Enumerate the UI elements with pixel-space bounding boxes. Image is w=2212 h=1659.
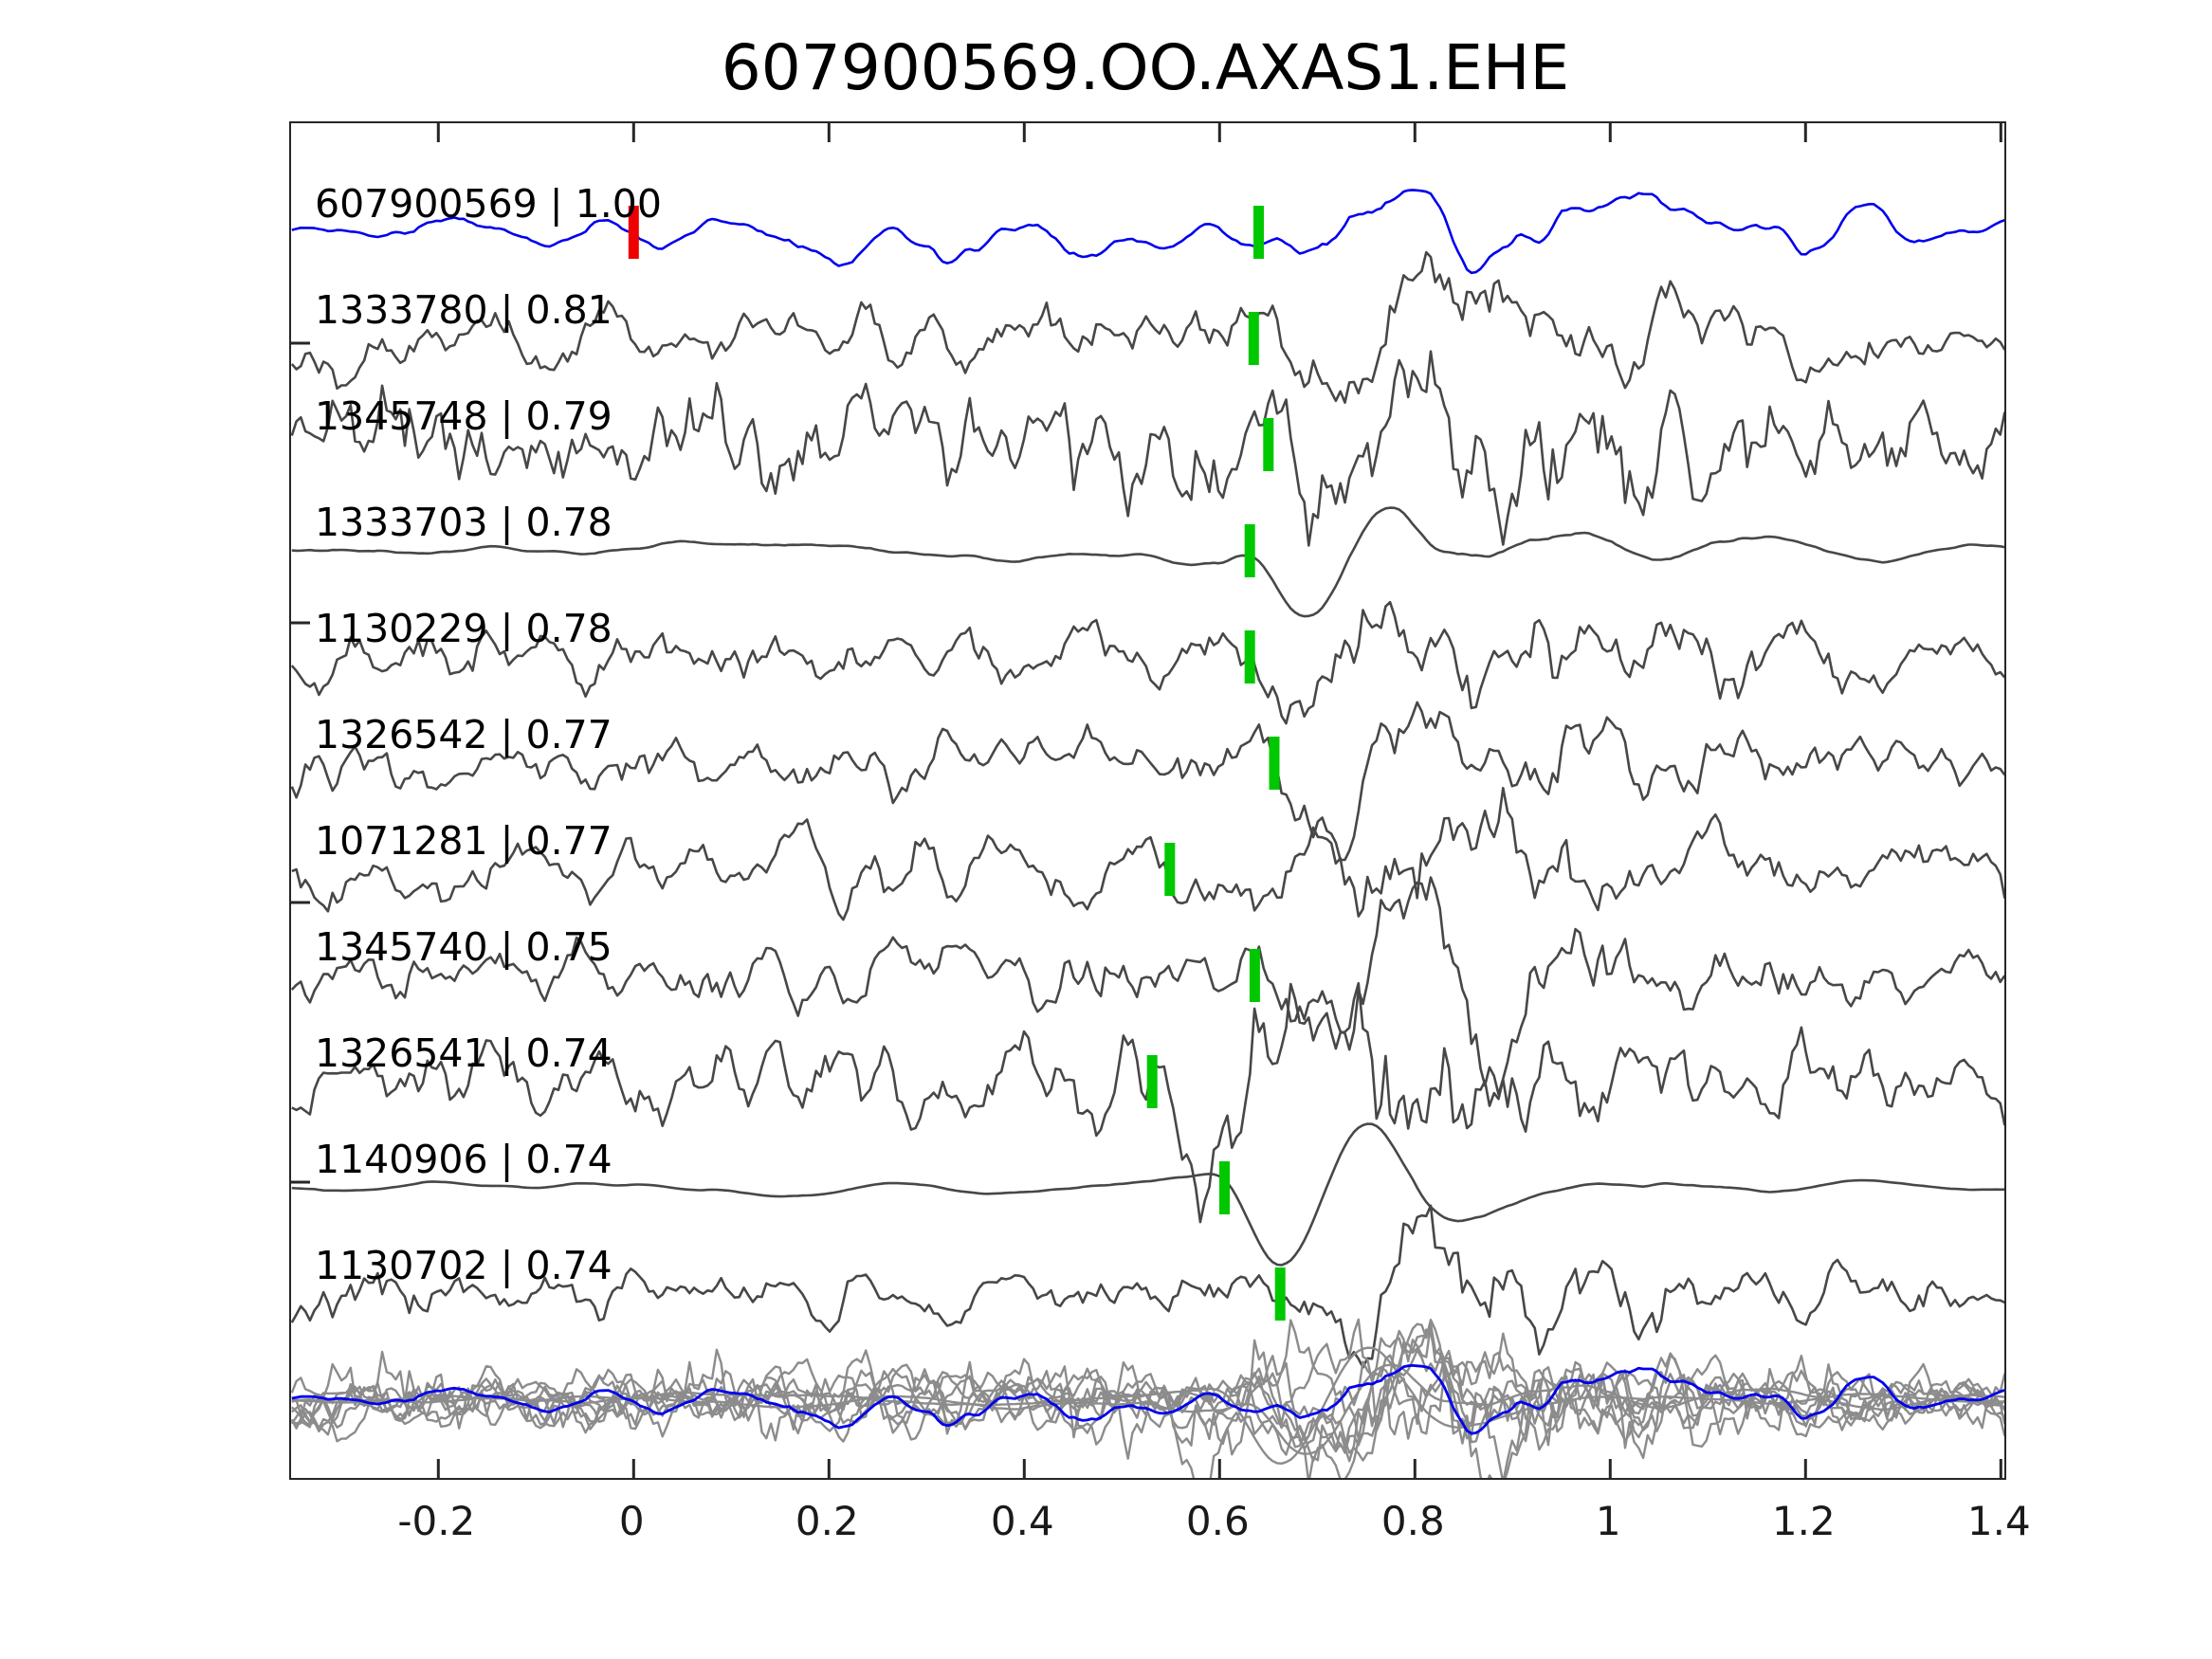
x-tick-label: 0.6	[1185, 1498, 1250, 1544]
x-tick-label: 1	[1595, 1498, 1621, 1544]
x-tick-label: 0	[618, 1498, 645, 1544]
match-waveform	[291, 600, 2004, 725]
x-tick-label: 0.8	[1380, 1498, 1445, 1544]
x-tick-label: -0.2	[397, 1498, 476, 1544]
trace-label: 1345748 | 0.79	[315, 393, 612, 439]
match-waveform	[291, 250, 2004, 404]
stack-waveform-template	[291, 1364, 2004, 1435]
trace-label: 1345740 | 0.75	[315, 924, 612, 970]
match-waveform	[291, 506, 2004, 618]
figure-title: 607900569.OO.AXAS1.EHE	[721, 31, 1570, 104]
x-tick-label: 0.2	[795, 1498, 859, 1544]
stack-waveform-gray	[291, 1346, 2004, 1465]
stack-waveform-gray	[291, 1326, 2004, 1462]
trace-label: 1326541 | 0.74	[315, 1030, 612, 1076]
trace-label: 1071281 | 0.77	[315, 818, 612, 864]
pick-marker	[1248, 312, 1259, 365]
trace-label: 1333780 | 0.81	[315, 287, 612, 333]
match-waveform	[291, 1122, 2004, 1267]
match-waveform	[291, 1204, 2004, 1369]
pick-marker	[1263, 418, 1274, 471]
pick-marker	[1146, 1055, 1158, 1108]
pick-marker	[1164, 843, 1176, 896]
stack-waveform-gray	[291, 1354, 2004, 1456]
template-origin-marker	[628, 206, 639, 259]
plot-area: 607900569 | 1.00 1333780 | 0.81 1345748 | …	[289, 121, 2006, 1480]
waveform-canvas	[291, 123, 2004, 1478]
pick-marker	[1249, 949, 1260, 1002]
trace-label: 1140906 | 0.74	[315, 1137, 612, 1182]
pick-marker	[1274, 1267, 1286, 1321]
trace-label: 607900569 | 1.00	[315, 181, 662, 227]
trace-label: 1333703 | 0.78	[315, 500, 612, 545]
match-waveform	[291, 787, 2004, 921]
trace-label: 1130229 | 0.78	[315, 606, 612, 651]
trace-label: 1130702 | 0.74	[315, 1243, 612, 1288]
pick-marker	[1244, 630, 1255, 684]
match-waveform	[291, 701, 2004, 862]
match-waveform	[291, 350, 2004, 547]
pick-marker	[1253, 206, 1264, 259]
x-tick-label: 0.4	[990, 1498, 1054, 1544]
trace-label: 1326542 | 0.77	[315, 712, 612, 757]
match-waveform	[291, 876, 2004, 1096]
pick-marker	[1269, 737, 1280, 790]
x-tick-label: 1.2	[1771, 1498, 1836, 1544]
pick-marker	[1219, 1161, 1230, 1214]
pick-marker	[1244, 524, 1255, 577]
x-tick-label: 1.4	[1966, 1498, 2031, 1544]
template-waveform	[291, 189, 2004, 275]
